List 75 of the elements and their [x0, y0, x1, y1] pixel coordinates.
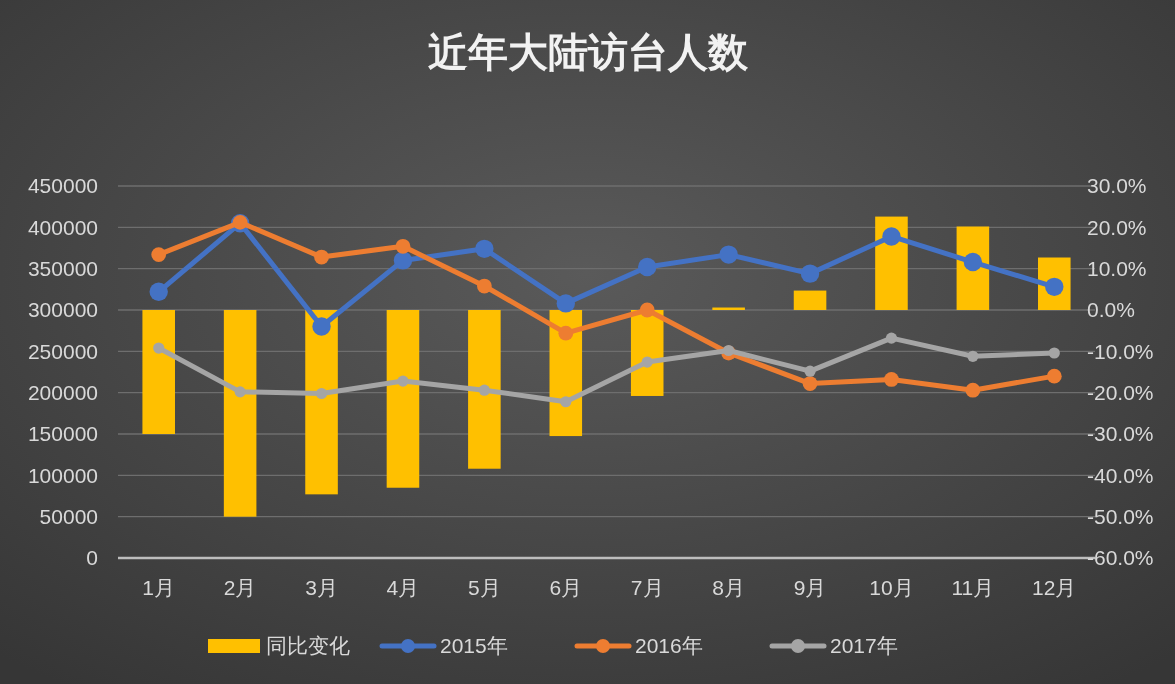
- point: [560, 396, 572, 408]
- y-tick-label: 150000: [27, 422, 98, 446]
- point: [963, 252, 983, 272]
- y2-tick-label: 20.0%: [1087, 215, 1147, 239]
- x-tick-label: 7月: [630, 576, 664, 599]
- y2-tick-label: -50.0%: [1087, 505, 1154, 529]
- point: [1046, 368, 1062, 384]
- point: [885, 332, 898, 344]
- legend-label: 2017年: [830, 634, 898, 658]
- point: [1048, 347, 1060, 359]
- y-tick-label: 0: [86, 546, 98, 570]
- y2-tick-label: 10.0%: [1087, 257, 1147, 281]
- x-tick-label: 10月: [869, 576, 914, 599]
- point: [639, 302, 655, 318]
- y2-tick-label: -40.0%: [1087, 463, 1154, 487]
- x-tick-label: 5月: [468, 576, 501, 599]
- point: [149, 282, 168, 302]
- y-tick-label: 400000: [27, 215, 98, 239]
- point: [638, 257, 657, 277]
- y-tick-label: 250000: [27, 339, 98, 363]
- y2-tick-label: -60.0%: [1087, 546, 1154, 570]
- x-tick-label: 2月: [223, 576, 257, 599]
- legend-label: 2016年: [635, 634, 703, 658]
- bar: [142, 310, 175, 434]
- x-tick-label: 9月: [793, 576, 827, 599]
- point: [800, 264, 820, 283]
- legend-label: 2015年: [440, 634, 508, 658]
- point: [884, 372, 899, 387]
- y-tick-label: 350000: [27, 257, 98, 281]
- x-tick-label: 11月: [951, 576, 995, 599]
- bar: [305, 310, 338, 495]
- y2-tick-label: -30.0%: [1087, 422, 1154, 446]
- point: [312, 317, 331, 336]
- point: [478, 384, 490, 396]
- point: [234, 386, 246, 398]
- point: [314, 249, 329, 265]
- point: [723, 344, 735, 357]
- point: [151, 247, 167, 263]
- point: [804, 365, 816, 377]
- point: [719, 245, 738, 264]
- legend-label: 同比变化: [266, 634, 350, 658]
- y-tick-label: 100000: [27, 463, 98, 487]
- point: [476, 278, 492, 294]
- y-tick-label: 300000: [27, 298, 98, 322]
- x-tick-label: 12月: [1032, 576, 1077, 599]
- x-tick-label: 3月: [305, 576, 338, 599]
- point: [965, 382, 981, 398]
- point: [393, 251, 413, 270]
- point: [475, 239, 494, 259]
- bar: [793, 290, 827, 310]
- point: [641, 356, 653, 368]
- bar: [468, 310, 501, 469]
- y2-tick-label: -20.0%: [1087, 381, 1154, 405]
- point: [558, 325, 574, 341]
- y2-tick-label: -10.0%: [1087, 339, 1154, 363]
- x-tick-label: 4月: [386, 576, 420, 599]
- point: [315, 387, 328, 400]
- point: [397, 375, 409, 387]
- y-tick-label: 450000: [27, 174, 98, 198]
- y2-tick-label: 30.0%: [1087, 174, 1147, 198]
- x-tick-label: 1月: [142, 576, 176, 599]
- x-tick-label: 6月: [549, 576, 583, 599]
- y2-tick-label: 0.0%: [1087, 298, 1135, 322]
- point: [882, 227, 901, 246]
- bar: [386, 310, 420, 488]
- point: [556, 294, 575, 313]
- bar: [223, 310, 257, 517]
- y-tick-label: 200000: [27, 381, 98, 405]
- point: [395, 238, 411, 254]
- y-tick-label: 50000: [39, 505, 98, 529]
- point: [153, 342, 165, 354]
- point: [967, 350, 979, 362]
- point: [802, 376, 818, 391]
- chart-title: 近年大陆访台人数: [427, 30, 749, 74]
- x-tick-label: 8月: [712, 576, 745, 599]
